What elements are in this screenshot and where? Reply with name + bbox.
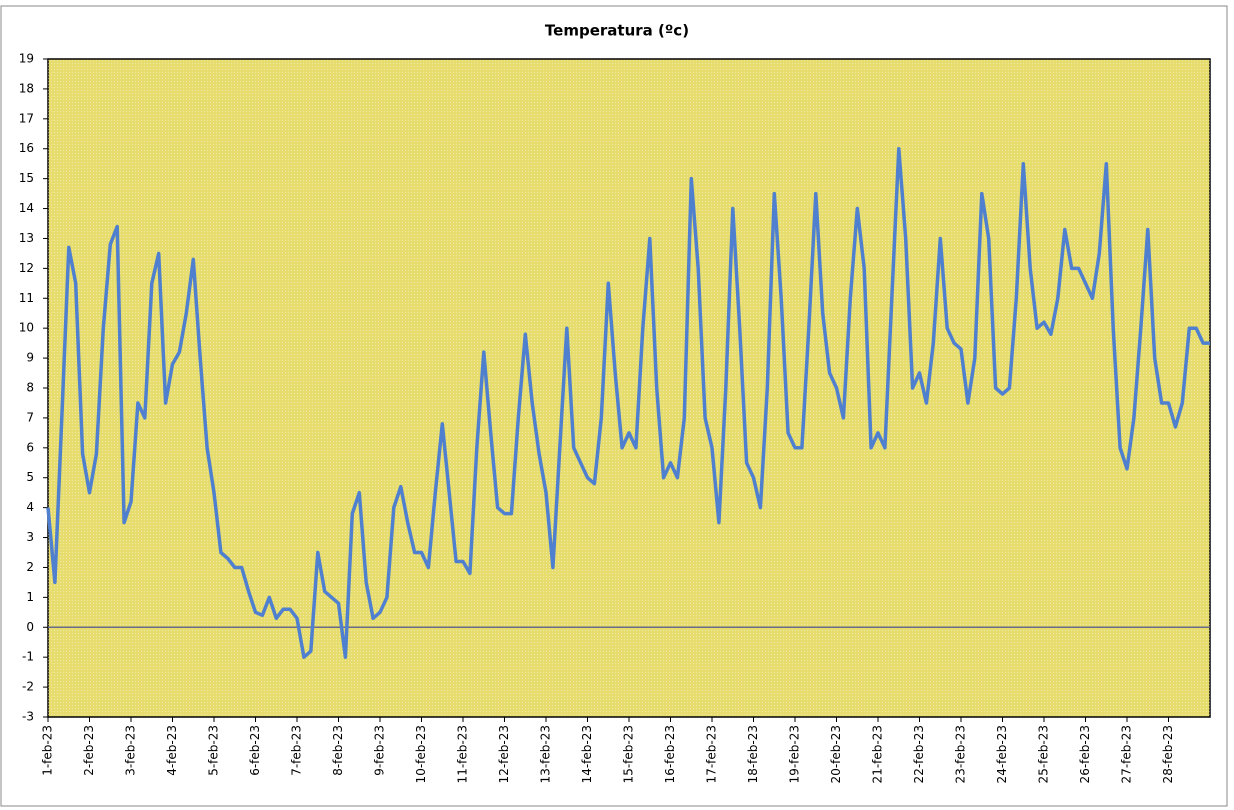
y-tick-label: 4	[26, 500, 34, 514]
x-tick-label: 15-feb-23	[622, 725, 636, 783]
y-tick-label: 14	[19, 201, 34, 215]
y-tick-label: 11	[19, 291, 34, 305]
y-tick-label: 18	[19, 81, 34, 95]
y-tick-label: 7	[26, 410, 34, 424]
x-tick-label: 19-feb-23	[788, 725, 802, 783]
y-tick-label: 10	[19, 321, 34, 335]
y-tick-label: 8	[26, 381, 34, 395]
x-tick-label: 16-feb-23	[663, 725, 677, 783]
y-tick-label: 5	[26, 470, 34, 484]
x-tick-label: 7-feb-23	[290, 725, 304, 776]
y-tick-label: 16	[19, 141, 34, 155]
x-tick-label: 12-feb-23	[497, 725, 511, 783]
x-tick-label: 26-feb-23	[1078, 725, 1092, 783]
temperature-line	[46, 146, 1210, 659]
y-tick-label: 17	[19, 111, 34, 125]
x-tick-label: 5-feb-23	[207, 725, 221, 776]
x-tick-label: 10-feb-23	[414, 725, 428, 783]
plot-texture	[48, 59, 1210, 717]
y-tick-label: 6	[26, 440, 34, 454]
x-tick-label: 27-feb-23	[1120, 725, 1134, 783]
y-tick-label: 9	[26, 351, 34, 365]
x-tick-label: 17-feb-23	[705, 725, 719, 783]
x-tick-label: 28-feb-23	[1161, 725, 1175, 783]
x-tick-label: 1-feb-23	[41, 725, 55, 776]
y-tick-label: 2	[26, 560, 34, 574]
y-tick-label: 1	[26, 590, 34, 604]
x-tick-label: 3-feb-23	[124, 725, 138, 776]
x-tick-label: 6-feb-23	[248, 725, 262, 776]
x-tick-label: 2-feb-23	[82, 725, 96, 776]
x-tick-label: 21-feb-23	[871, 725, 885, 783]
x-tick-label: 24-feb-23	[995, 725, 1009, 783]
x-tick-label: 9-feb-23	[373, 725, 387, 776]
x-tick-label: 11-feb-23	[456, 725, 470, 783]
y-tick-label: -2	[22, 680, 34, 694]
x-tick-label: 4-feb-23	[165, 725, 179, 776]
y-tick-label: 19	[19, 52, 34, 66]
x-tick-label: 13-feb-23	[539, 725, 553, 783]
y-tick-label: 0	[26, 620, 34, 634]
y-tick-label: 12	[19, 261, 34, 275]
chart-title: Temperatura (ºc)	[545, 22, 689, 40]
y-tick-label: 3	[26, 530, 34, 544]
x-tick-label: 18-feb-23	[746, 725, 760, 783]
y-tick-label: 15	[19, 171, 34, 185]
x-tick-label: 20-feb-23	[829, 725, 843, 783]
x-tick-label: 22-feb-23	[912, 725, 926, 783]
x-tick-label: 8-feb-23	[331, 725, 345, 776]
y-tick-label: 13	[19, 231, 34, 245]
y-tick-label: -3	[22, 710, 34, 724]
x-tick-label: 14-feb-23	[580, 725, 594, 783]
x-tick-label: 25-feb-23	[1037, 725, 1051, 783]
y-tick-label: -1	[22, 650, 34, 664]
x-tick-label: 23-feb-23	[954, 725, 968, 783]
